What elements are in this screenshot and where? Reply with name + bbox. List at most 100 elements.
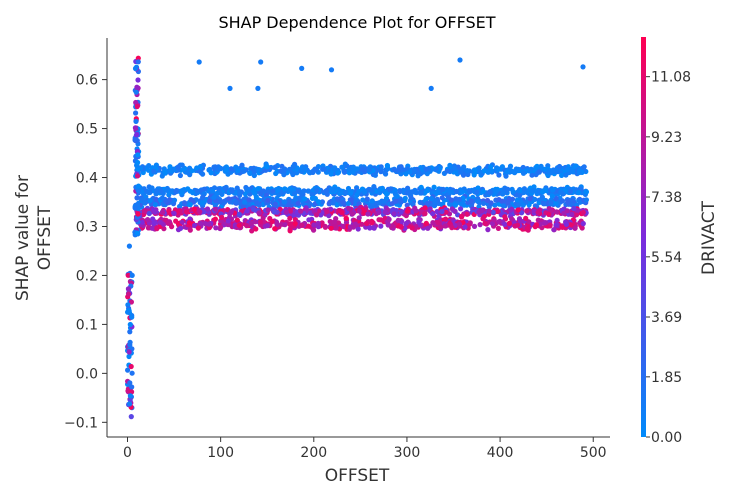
data-point — [444, 168, 450, 174]
data-point — [471, 223, 478, 229]
data-point — [126, 349, 132, 355]
data-point — [570, 169, 576, 175]
data-point — [477, 222, 483, 228]
data-point — [281, 199, 287, 205]
data-point — [378, 169, 384, 175]
data-point — [535, 217, 541, 223]
data-point — [488, 164, 494, 170]
data-point — [287, 186, 293, 192]
data-point — [452, 202, 458, 208]
data-point — [298, 208, 304, 214]
data-point — [301, 188, 307, 194]
data-point — [435, 189, 441, 195]
data-point — [244, 208, 250, 214]
data-point — [133, 110, 139, 116]
data-point — [258, 59, 264, 65]
data-point — [267, 215, 273, 222]
data-point — [356, 215, 362, 221]
data-point — [328, 67, 335, 73]
data-point — [542, 166, 548, 172]
data-point — [535, 209, 541, 216]
data-point — [228, 209, 234, 215]
data-point — [152, 202, 158, 208]
axes: 0 100 200 300 400 500 −0.1 0.0 0.1 0.2 0.3 0.4 0.5 0.… — [64, 38, 610, 461]
data-point — [177, 225, 184, 231]
data-point — [352, 197, 358, 204]
data-point — [132, 137, 138, 143]
x-tick-label: 500 — [580, 445, 607, 461]
data-point — [449, 189, 455, 195]
data-point — [504, 169, 510, 175]
data-point — [212, 216, 218, 222]
data-point — [345, 200, 351, 207]
chart-title: SHAP Dependence Plot for OFFSET — [218, 13, 495, 32]
data-point — [258, 191, 264, 197]
data-point — [300, 166, 307, 172]
data-point — [311, 227, 317, 233]
data-point — [560, 191, 566, 197]
data-point — [393, 198, 399, 204]
data-point — [251, 169, 257, 175]
data-point — [314, 187, 320, 193]
data-point — [129, 272, 135, 278]
data-point — [323, 188, 329, 194]
data-point — [264, 164, 270, 170]
data-point — [299, 65, 305, 71]
data-point — [187, 202, 193, 208]
data-point — [505, 200, 511, 206]
data-point — [162, 169, 168, 175]
y-axis-label-text: SHAP value for OFFSET — [13, 175, 55, 301]
data-point — [571, 205, 577, 212]
colorbar-gradient — [641, 37, 646, 437]
data-point — [228, 166, 234, 172]
data-point — [198, 220, 204, 226]
data-point — [568, 189, 574, 195]
data-point — [134, 195, 140, 201]
data-point — [135, 55, 141, 61]
data-point — [218, 224, 224, 230]
data-point — [328, 225, 334, 231]
data-point — [134, 230, 140, 236]
data-point — [482, 220, 488, 226]
data-point — [365, 211, 371, 217]
data-point — [362, 189, 368, 195]
data-point — [126, 291, 132, 297]
data-point — [388, 186, 394, 192]
data-point — [128, 299, 134, 305]
data-point — [315, 220, 321, 226]
data-point — [442, 223, 448, 229]
data-point — [154, 226, 160, 232]
colorbar-tick-label: 7.38 — [651, 190, 682, 206]
data-point — [256, 210, 262, 216]
data-point — [200, 171, 206, 177]
data-point — [236, 211, 242, 217]
data-point — [512, 223, 518, 229]
data-point — [229, 188, 235, 194]
data-point — [287, 228, 293, 234]
data-point — [167, 197, 173, 203]
x-tick-label: 100 — [207, 445, 234, 461]
data-point — [554, 217, 560, 223]
data-point — [204, 206, 211, 212]
data-point — [274, 221, 280, 228]
data-point — [541, 220, 548, 226]
data-point — [404, 208, 411, 214]
data-point — [443, 216, 449, 222]
data-point — [213, 225, 219, 231]
data-point — [339, 164, 345, 170]
data-point — [529, 188, 535, 194]
data-point — [564, 166, 571, 172]
data-point — [287, 208, 293, 214]
data-point — [247, 170, 253, 176]
data-point — [350, 169, 356, 175]
data-point — [135, 211, 141, 217]
data-point — [200, 194, 206, 201]
data-point — [211, 194, 217, 200]
data-point — [408, 195, 414, 201]
data-point — [166, 208, 172, 214]
colorbar-tick-label: 3.69 — [651, 310, 682, 326]
data-point — [539, 194, 546, 200]
data-point — [476, 165, 482, 171]
data-point — [265, 197, 271, 203]
data-point — [359, 221, 365, 227]
